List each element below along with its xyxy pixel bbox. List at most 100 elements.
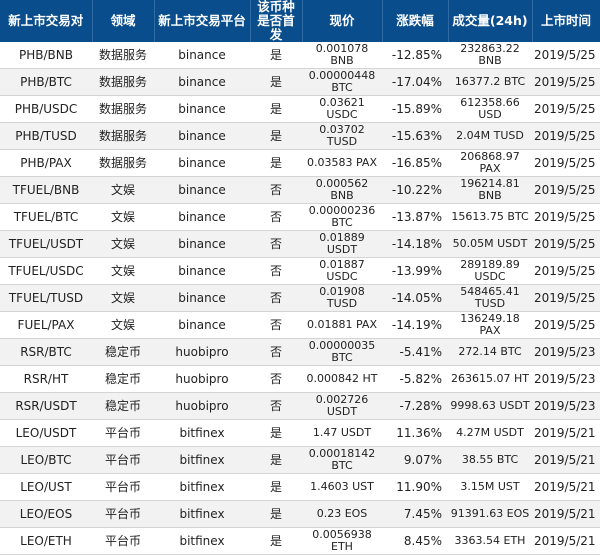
header-pair: 新上市交易对 [0,0,93,42]
domain-cell: 文娱 [92,203,154,231]
volume-cell: 9998.63 USDT [448,392,532,420]
volume-cell: 289189.89 USDC [448,257,532,285]
platform-cell: bitfinex [154,419,250,447]
listing-date-cell: 2019/5/21 [532,446,600,474]
platform-cell: binance [154,122,250,150]
first-listing-cell: 否 [250,257,302,285]
domain-cell: 文娱 [92,176,154,204]
change-cell: -5.41% [382,338,448,366]
first-listing-cell: 是 [250,68,302,96]
table-row: RSR/HT 稳定币 huobipro 否 0.000842 HT -5.82% 26361… [0,365,600,393]
header-volume: 成交量(24h) [448,0,533,42]
platform-cell: binance [154,176,250,204]
table-row: LEO/UST 平台币 bitfinex 是 1.4603 UST 11.90% 3.15M… [0,473,600,501]
first-listing-cell: 是 [250,122,302,150]
price-cell: 0.23 EOS [302,500,382,528]
header-first-listing: 该币种是否首发 [250,0,303,42]
domain-cell: 文娱 [92,257,154,285]
listing-date-cell: 2019/5/25 [532,230,600,258]
pair-cell: PHB/PAX [0,149,92,177]
platform-cell: bitfinex [154,473,250,501]
change-cell: -12.85% [382,42,448,69]
volume-cell: 263615.07 HT [448,365,532,393]
first-listing-cell: 否 [250,284,302,312]
table-body: PHB/BNB 数据服务 binance 是 0.001078 BNB -12.85% 23… [0,42,600,555]
domain-cell: 平台币 [92,500,154,528]
domain-cell: 稳定币 [92,392,154,420]
table-row: PHB/TUSD 数据服务 binance 是 0.03702 TUSD -15.63% 2… [0,122,600,150]
table-row: PHB/USDC 数据服务 binance 是 0.03621 USDC -15.89% 6… [0,95,600,123]
price-cell: 0.00018142 BTC [302,446,382,474]
first-listing-cell: 否 [250,338,302,366]
domain-cell: 数据服务 [92,122,154,150]
platform-cell: binance [154,284,250,312]
price-cell: 0.03702 TUSD [302,122,382,150]
pair-cell: TFUEL/BNB [0,176,92,204]
listing-date-cell: 2019/5/21 [532,419,600,447]
table-row: TFUEL/BNB 文娱 binance 否 0.000562 BNB -10.22% 19… [0,176,600,204]
first-listing-cell: 是 [250,419,302,447]
listing-date-cell: 2019/5/25 [532,122,600,150]
volume-cell: 38.55 BTC [448,446,532,474]
header-platform: 新上市交易平台 [154,0,251,42]
listing-date-cell: 2019/5/25 [532,311,600,339]
volume-cell: 196214.81 BNB [448,176,532,204]
volume-cell: 612358.66 USD [448,95,532,123]
change-cell: -13.87% [382,203,448,231]
table-row: LEO/ETH 平台币 bitfinex 是 0.0056938 ETH 8.45% 336… [0,527,600,555]
table-row: TFUEL/TUSD 文娱 binance 否 0.01908 TUSD -14.05% 5… [0,284,600,312]
first-listing-cell: 否 [250,230,302,258]
volume-cell: 3.15M UST [448,473,532,501]
first-listing-cell: 否 [250,365,302,393]
platform-cell: binance [154,311,250,339]
platform-cell: bitfinex [154,446,250,474]
price-cell: 0.00000035 BTC [302,338,382,366]
platform-cell: binance [154,230,250,258]
domain-cell: 文娱 [92,230,154,258]
domain-cell: 文娱 [92,311,154,339]
change-cell: -14.05% [382,284,448,312]
listing-date-cell: 2019/5/25 [532,257,600,285]
listing-date-cell: 2019/5/21 [532,473,600,501]
platform-cell: huobipro [154,365,250,393]
change-cell: -16.85% [382,149,448,177]
volume-cell: 4.27M USDT [448,419,532,447]
change-cell: -5.82% [382,365,448,393]
listing-date-cell: 2019/5/25 [532,95,600,123]
price-cell: 0.01908 TUSD [302,284,382,312]
pair-cell: TFUEL/BTC [0,203,92,231]
pair-cell: FUEL/PAX [0,311,92,339]
first-listing-cell: 是 [250,42,302,69]
price-cell: 0.01881 PAX [302,311,382,339]
domain-cell: 平台币 [92,419,154,447]
volume-cell: 50.05M USDT [448,230,532,258]
platform-cell: binance [154,68,250,96]
domain-cell: 数据服务 [92,149,154,177]
volume-cell: 3363.54 ETH [448,527,532,555]
platform-cell: binance [154,203,250,231]
table-row: TFUEL/USDT 文娱 binance 否 0.01889 USDT -14.18% 5… [0,230,600,258]
price-cell: 0.01887 USDC [302,257,382,285]
price-cell: 0.00000236 BTC [302,203,382,231]
listing-date-cell: 2019/5/23 [532,365,600,393]
change-cell: 9.07% [382,446,448,474]
change-cell: -10.22% [382,176,448,204]
pair-cell: PHB/TUSD [0,122,92,150]
volume-cell: 232863.22 BNB [448,42,532,69]
pair-cell: PHB/BTC [0,68,92,96]
change-cell: 7.45% [382,500,448,528]
table-row: LEO/BTC 平台币 bitfinex 是 0.00018142 BTC 9.07% 38… [0,446,600,474]
table-row: LEO/USDT 平台币 bitfinex 是 1.47 USDT 11.36% 4.27M… [0,419,600,447]
change-cell: 11.90% [382,473,448,501]
pair-cell: TFUEL/USDC [0,257,92,285]
domain-cell: 平台币 [92,527,154,555]
header-row: 新上市交易对 领域 新上市交易平台 该币种是否首发 现价 涨跌幅 成交量(24h… [0,0,600,42]
price-cell: 0.001078 BNB [302,42,382,69]
volume-cell: 16377.2 BTC [448,68,532,96]
volume-cell: 272.14 BTC [448,338,532,366]
table-row: LEO/EOS 平台币 bitfinex 是 0.23 EOS 7.45% 91391.63… [0,500,600,528]
price-cell: 0.002726 USDT [302,392,382,420]
price-cell: 0.0056938 ETH [302,527,382,555]
platform-cell: binance [154,149,250,177]
platform-cell: huobipro [154,392,250,420]
